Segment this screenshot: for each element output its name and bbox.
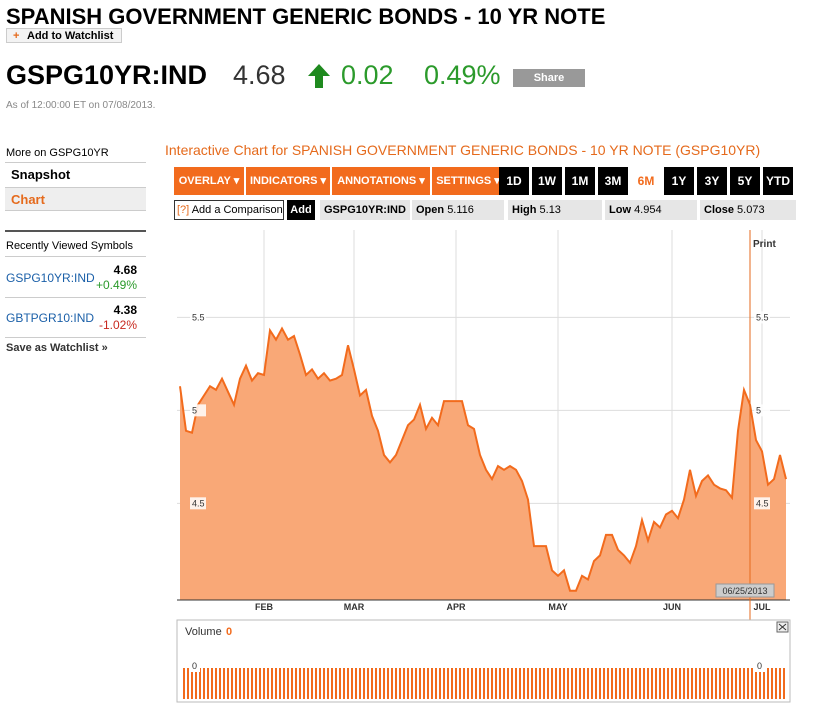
add-button[interactable]: Add [287,200,315,220]
price: 4.68 [233,60,286,90]
recent-title: Recently Viewed Symbols [6,240,133,252]
recent-symbol[interactable]: GSPG10YR:IND [6,271,95,285]
y-tick-label: 5.5 [192,312,205,322]
stat: Low 4.954 [605,200,697,220]
comparison-input[interactable]: [?] Add a Comparison [174,200,284,220]
y-tick-box [190,311,206,324]
range-button[interactable]: 5Y [730,167,760,195]
sidebar-link[interactable]: Chart [5,187,146,211]
cursor-box [715,583,775,598]
volume-tick-box [190,660,200,672]
y-tick-label: 4.5 [756,498,769,508]
compare-symbol: GSPG10YR:IND [320,200,410,220]
volume-tick-label: 0 [757,661,762,671]
up-arrow [308,64,330,88]
y-tick-box [754,497,770,510]
stat-value: 5.116 [447,204,474,216]
x-tick-label: JUL [753,602,771,612]
stat-label: High [512,204,537,216]
y-tick-label: 5.5 [756,312,769,322]
menu-button[interactable]: INDICATORS ▾ [246,167,330,195]
line [179,326,787,592]
menu-button[interactable]: SETTINGS ▾ [432,167,504,195]
timestamp: As of 12:00:00 ET on 07/08/2013. [6,100,156,111]
volume-label: Volume [185,626,222,638]
stat: High 5.13 [508,200,602,220]
recent-price: 4.68 [113,263,137,277]
close-x [778,623,787,631]
y-tick-box [754,311,770,324]
range-button[interactable]: 1D [499,167,529,195]
range-button[interactable]: 3Y [697,167,727,195]
help-icon: [?] [177,204,190,216]
x-tick-label: FEB [255,602,274,612]
volume-tick-label: 0 [192,661,197,671]
menu-button[interactable]: ANNOTATIONS ▾ [332,167,430,195]
recent-price: 4.38 [113,303,137,317]
stat-label: Open [416,204,445,216]
stat-value: 5.13 [539,204,561,216]
comparison-placeholder: Add a Comparison [191,204,283,216]
divider [5,230,146,232]
more-title: More on GSPG10YR [6,147,109,159]
y-tick-box [190,404,206,417]
share-label: Share [533,72,565,84]
stat-value: 5.073 [737,204,765,216]
page-title: SPANISH GOVERNMENT GENERIC BONDS - 10 YR… [6,4,606,29]
menu-button[interactable]: OVERLAY ▾ [174,167,244,195]
divider [5,337,146,338]
x-tick-label: JUN [663,602,681,612]
range-button[interactable]: 3M [598,167,628,195]
cursor-label: 06/25/2013 [722,586,767,596]
share-button[interactable]: Share [513,69,585,87]
volume-value: 0 [226,626,232,638]
y-tick-label: 5 [756,405,761,415]
watchlist-button[interactable]: + Add to Watchlist [6,28,122,43]
divider [5,256,146,257]
range-button[interactable]: 6M [631,167,661,195]
recent-change: +0.49% [95,278,137,292]
save-watchlist[interactable]: Save as Watchlist » [6,342,108,354]
chart-title: Interactive Chart for SPANISH GOVERNMENT… [165,142,761,158]
y-tick-label: 5 [192,405,197,415]
sidebar-link[interactable]: Snapshot [5,162,146,186]
divider [5,297,146,298]
range-button[interactable]: YTD [763,167,793,195]
stat-label: Low [609,204,631,216]
recent-change: -1.02% [98,318,137,332]
range-button[interactable]: 1Y [664,167,694,195]
stat-label: Close [704,204,734,216]
print-link[interactable]: Print [753,239,776,250]
change-pct: 0.49% [424,60,501,90]
x-tick-label: MAR [344,602,365,612]
y-tick-box [754,404,770,417]
x-tick-label: APR [446,602,466,612]
range-button[interactable]: 1M [565,167,595,195]
range-button[interactable]: 1W [532,167,562,195]
y-tick-label: 4.5 [192,498,205,508]
x-tick-label: MAY [548,602,567,612]
chart: FEB MAR APR MAY JUN JUL 5.5 5.5 5 5 4.5 4.5 06/25/20… [176,230,791,703]
y-tick-box [190,497,206,510]
watchlist-label: Add to Watchlist [27,30,114,42]
stat: Close 5.073 [700,200,796,220]
symbol: GSPG10YR:IND [6,60,208,90]
recent-symbol[interactable]: GBTPGR10:IND [6,311,95,325]
volume-tick-box [755,660,765,672]
stat-value: 4.954 [634,204,662,216]
stat: Open 5.116 [412,200,504,220]
change: 0.02 [341,60,394,90]
